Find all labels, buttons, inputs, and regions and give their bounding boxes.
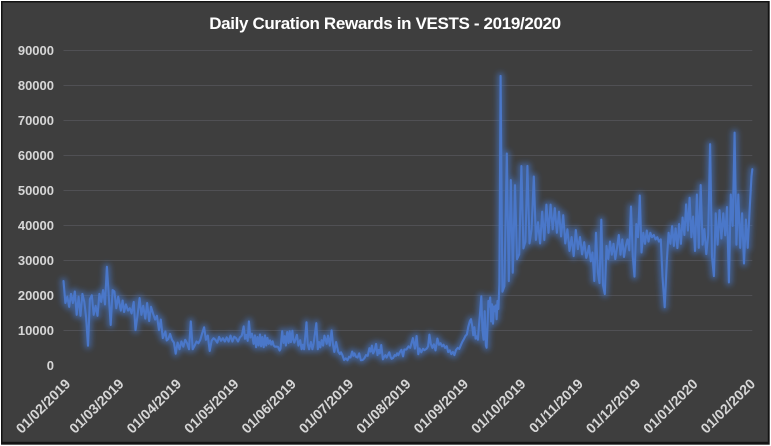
svg-text:Daily Curation Rewards in VEST: Daily Curation Rewards in VESTS - 2019/2… <box>209 14 561 33</box>
svg-text:50000: 50000 <box>18 183 54 198</box>
svg-text:90000: 90000 <box>18 43 54 58</box>
svg-text:20000: 20000 <box>18 288 54 303</box>
svg-text:10000: 10000 <box>18 323 54 338</box>
svg-text:30000: 30000 <box>18 253 54 268</box>
svg-text:80000: 80000 <box>18 78 54 93</box>
svg-text:0: 0 <box>47 358 54 373</box>
svg-text:60000: 60000 <box>18 148 54 163</box>
svg-text:40000: 40000 <box>18 218 54 233</box>
svg-text:70000: 70000 <box>18 113 54 128</box>
